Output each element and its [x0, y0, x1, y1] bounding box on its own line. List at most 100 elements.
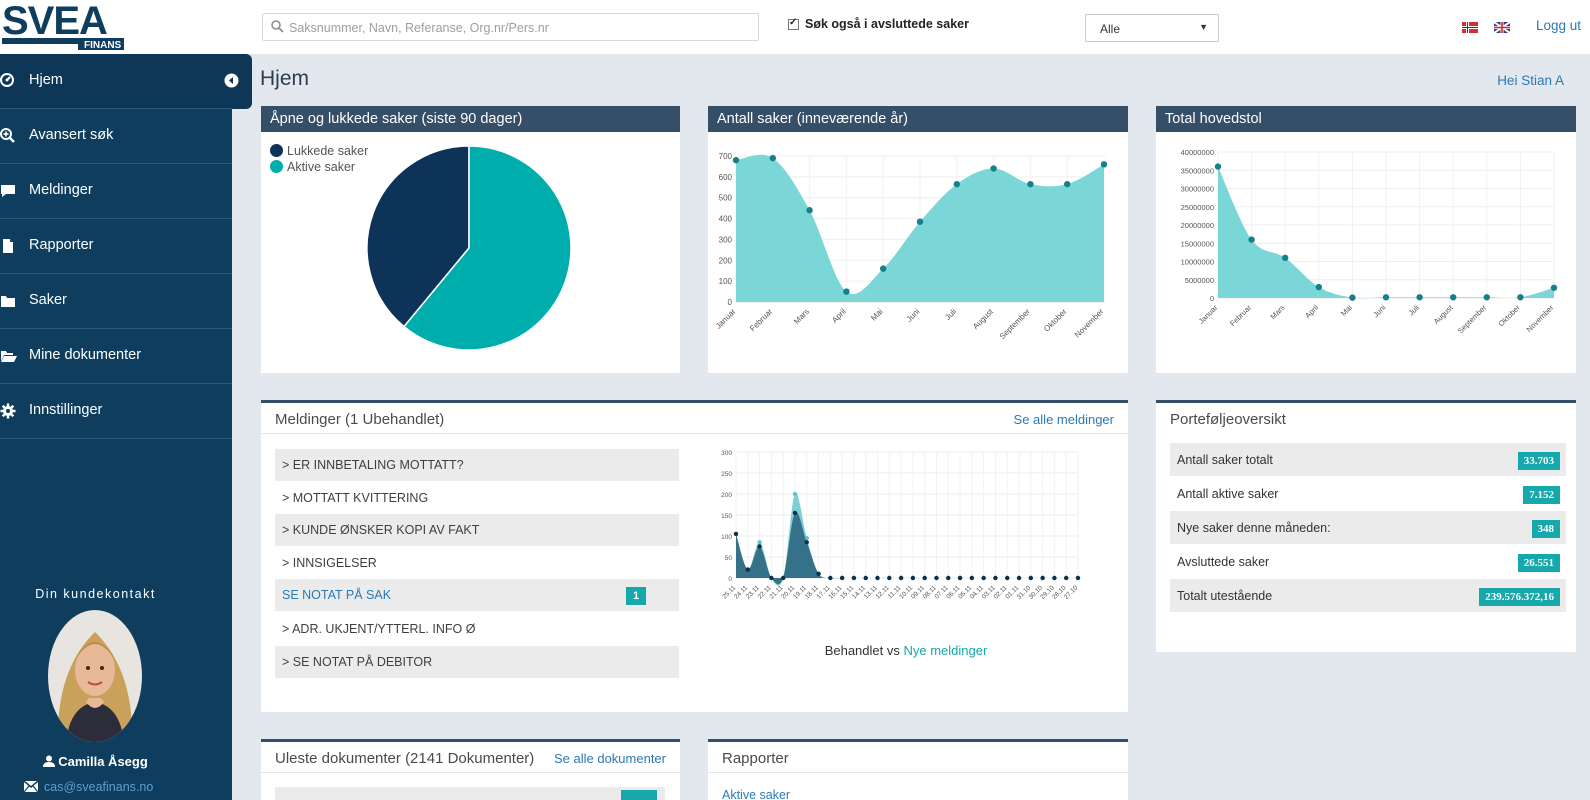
- see-all-messages-link[interactable]: Se alle meldinger: [1013, 412, 1114, 427]
- x-tick-label: Mars: [1268, 303, 1286, 321]
- contact-avatar: [48, 610, 142, 742]
- search-icon: [271, 20, 284, 36]
- sidebar-item-my-documents[interactable]: Mine dokumenter: [0, 329, 232, 384]
- x-tick-label: April: [1303, 303, 1320, 320]
- data-point: [880, 265, 887, 272]
- data-point: [946, 575, 951, 581]
- data-point: [1040, 575, 1045, 581]
- y-tick-label: 100: [721, 534, 732, 541]
- legend-item-active[interactable]: Aktive saker: [270, 160, 368, 174]
- contact-title: Din kundekontakt: [35, 587, 156, 601]
- data-point: [851, 575, 857, 581]
- english-flag-icon[interactable]: [1493, 21, 1511, 34]
- user-name-link[interactable]: Stian A: [1521, 73, 1564, 88]
- legend-item-closed[interactable]: Lukkede saker: [270, 144, 368, 158]
- x-tick-label: August: [971, 307, 996, 332]
- report-link-active-cases[interactable]: Aktive saker: [722, 788, 791, 800]
- message-row[interactable]: SE NOTAT PÅ SAK 1: [275, 579, 679, 611]
- portfolio-value: 7.152: [1523, 486, 1560, 504]
- area-series: [1218, 166, 1554, 299]
- sidebar-item-reports[interactable]: Rapporter: [0, 219, 232, 274]
- data-point: [1550, 284, 1558, 291]
- area-series: [736, 154, 1104, 302]
- data-point: [1064, 575, 1069, 581]
- panel-title: Antall saker (inneværende år): [708, 106, 1128, 132]
- logout-link[interactable]: Logg ut: [1536, 18, 1582, 33]
- portfolio-row: Nye saker denne måneden: 348: [1170, 511, 1566, 545]
- y-tick-label: 50: [725, 555, 733, 562]
- data-point: [1416, 294, 1423, 301]
- data-point: [1450, 294, 1457, 301]
- pie-slice-closed: [366, 145, 470, 328]
- sidebar-item-messages[interactable]: Meldinger: [0, 164, 232, 219]
- panel-title: Åpne og lukkede saker (siste 90 dager): [261, 106, 680, 132]
- data-point: [1064, 180, 1071, 188]
- messages-panel: Meldinger (1 Ubehandlet) Se alle melding…: [261, 400, 1128, 712]
- svg-text:FINANS: FINANS: [84, 40, 122, 51]
- contact-name-text: Camilla Åsegg: [58, 754, 148, 769]
- data-point: [828, 575, 833, 581]
- message-row[interactable]: > MOTTATT KVITTERING: [275, 482, 679, 514]
- search-box[interactable]: [262, 13, 759, 41]
- area-behandlet: [736, 512, 1078, 585]
- y-tick-label: 15000000: [1181, 239, 1214, 248]
- sidebar-item-settings[interactable]: Innstillinger: [0, 384, 232, 439]
- document-row[interactable]: [275, 787, 665, 800]
- sidebar-item-home[interactable]: Hjem: [0, 54, 239, 109]
- message-row[interactable]: > ER INNBETALING MOTTATT?: [275, 449, 679, 481]
- svea-finans-logo[interactable]: SVEA FINANS: [0, 0, 130, 52]
- data-point: [1248, 236, 1255, 243]
- message-label: > ADR. UKJENT/YTTERL. INFO Ø: [282, 622, 476, 636]
- messages-area-chart: 05010015020025030025.1124.1123.1122.1121…: [721, 450, 1081, 601]
- sidebar-item-label: Rapporter: [29, 237, 94, 253]
- unhandled-count-badge: 1: [626, 587, 646, 605]
- data-point: [1517, 294, 1524, 301]
- y-tick-label: 400: [719, 215, 733, 224]
- sidebar-item-advanced-search[interactable]: Avansert søk: [0, 109, 232, 164]
- portfolio-value: 33.703: [1517, 452, 1560, 470]
- case-filter-select[interactable]: Alle ▼: [1085, 14, 1219, 42]
- data-point: [875, 575, 880, 581]
- y-tick-label: 500: [719, 194, 733, 203]
- data-point: [1100, 161, 1108, 168]
- data-point: [780, 575, 786, 581]
- y-tick-label: 0: [728, 298, 733, 307]
- data-point: [1315, 283, 1322, 291]
- search-plus-icon: [0, 128, 16, 144]
- message-row[interactable]: > SE NOTAT PÅ DEBITOR: [275, 646, 679, 678]
- data-point: [1005, 575, 1010, 581]
- y-tick-label: 600: [719, 173, 733, 182]
- data-point: [1028, 575, 1034, 581]
- data-point: [953, 180, 960, 188]
- message-row[interactable]: > ADR. UKJENT/YTTERL. INFO Ø: [275, 613, 679, 645]
- include-closed-checkbox[interactable]: Søk også i avsluttede saker: [788, 17, 969, 31]
- portfolio-value: 26.551: [1517, 554, 1560, 572]
- sidebar-item-cases[interactable]: Saker: [0, 274, 232, 329]
- envelope-icon: [23, 780, 39, 795]
- x-tick-label: September: [1456, 303, 1489, 336]
- message-row[interactable]: > KUNDE ØNSKER KOPI AV FAKT: [275, 514, 679, 546]
- top-bar: SVEA FINANS Søk også i avsluttede saker …: [0, 0, 1590, 54]
- x-tick-label: Juli: [943, 307, 958, 322]
- contact-email-link[interactable]: cas@sveafinans.no: [44, 780, 154, 794]
- data-point: [757, 544, 762, 549]
- open-closed-pie-chart: [366, 145, 572, 351]
- see-all-documents-link[interactable]: Se alle dokumenter: [553, 751, 666, 766]
- message-row[interactable]: > INNSIGELSER: [275, 547, 679, 579]
- search-input[interactable]: [289, 18, 749, 38]
- norwegian-flag-icon[interactable]: [1462, 21, 1478, 33]
- sidebar-item-label: Innstillinger: [29, 402, 103, 418]
- caret-down-icon: ▼: [1199, 22, 1208, 32]
- portfolio-row: Totalt utestående 239.576.372,16: [1170, 579, 1566, 613]
- greeting-prefix: Hei: [1497, 73, 1518, 88]
- x-tick-label: Juni: [1371, 303, 1387, 319]
- message-label: > INNSIGELSER: [282, 556, 377, 570]
- panel-title: Total hovedstol: [1156, 106, 1576, 132]
- checkbox-box[interactable]: [788, 17, 799, 30]
- contact-name: Camilla Åsegg: [0, 754, 191, 769]
- include-closed-label: Søk også i avsluttede saker: [805, 17, 969, 31]
- collapse-sidebar-icon[interactable]: [224, 73, 239, 88]
- contact-email[interactable]: cas@sveafinans.no: [23, 780, 154, 795]
- portfolio-row: Avsluttede saker 26.551: [1170, 545, 1566, 579]
- y-tick-label: 200: [721, 492, 732, 499]
